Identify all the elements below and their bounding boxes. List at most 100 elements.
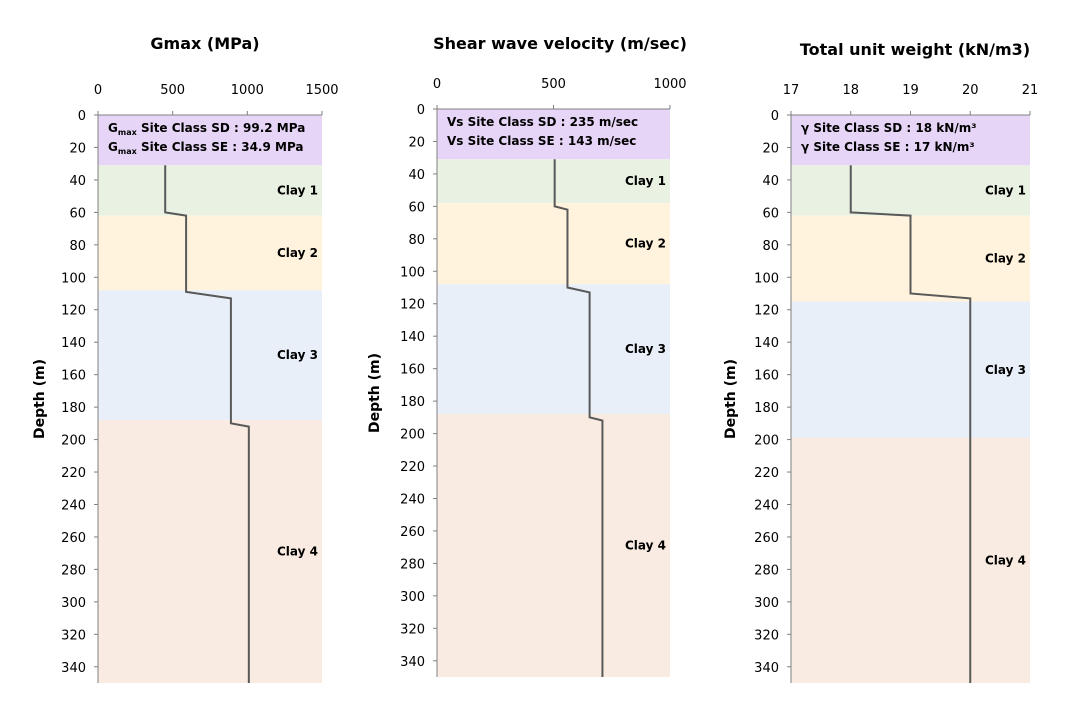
unit-weight-y-tick-label: 220 [754, 466, 779, 481]
unit-weight-y-tick-label: 300 [754, 596, 779, 611]
shear-wave-annotation-symbol: Vs [447, 134, 463, 148]
gmax-y-tick-label: 300 [61, 596, 86, 611]
gmax-layer-label: Clay 3 [277, 348, 318, 362]
gmax-y-tick-label: 320 [61, 628, 86, 643]
shear-wave-layer-band-0 [437, 109, 670, 160]
unit-weight-x-tick-label: 18 [842, 83, 859, 98]
shear-wave-x-tick-label: 500 [541, 77, 566, 92]
shear-wave-y-tick-label: 300 [400, 590, 425, 605]
unit-weight-chart-title: Total unit weight (kN/m3) [799, 40, 1031, 59]
shear-wave-site-class-annotation: Vs Site Class SD : 235 m/sec [447, 115, 638, 129]
gmax-chart-title: Gmax (MPa) [150, 34, 260, 53]
gmax-panel: Clay 1 Clay 2 Clay 3 Clay 4 0 500 1000 1500 0 20 4… [32, 83, 339, 683]
gmax-annotation-symbol: G [108, 121, 118, 135]
shear-wave-y-tick-label: 320 [400, 622, 425, 637]
shear-wave-y-tick-label: 140 [400, 330, 425, 345]
shear-wave-layer-band-1 [437, 159, 670, 204]
unit-weight-profile-line [849, 165, 972, 683]
unit-weight-x-tick-label: 19 [902, 83, 919, 98]
unit-weight-y-tick-label: 260 [754, 531, 779, 546]
gmax-layer-band-2 [98, 215, 322, 291]
shear-wave-y-tick-label: 340 [400, 655, 425, 670]
unit-weight-y-tick-label: 20 [762, 141, 779, 156]
shear-wave-y-tick-label: 60 [408, 200, 425, 215]
shear-wave-y-tick-label: 0 [417, 103, 425, 118]
shear-wave-y-tick-label: 160 [400, 363, 425, 378]
unit-weight-annotation-symbol: γ [801, 140, 809, 154]
gmax-layer-label: Clay 1 [277, 183, 318, 197]
gmax-y-tick-label: 280 [61, 563, 86, 578]
unit-weight-y-tick-label: 120 [754, 304, 779, 319]
gmax-y-tick-label: 80 [69, 239, 86, 254]
gmax-layer-label: Clay 4 [277, 545, 318, 559]
unit-weight-layer-label: Clay 4 [985, 553, 1026, 567]
gmax-y-axis-label: Depth (m) [32, 359, 48, 439]
shear-wave-annotation-value: Site Class SD : 235 m/sec [463, 115, 638, 129]
shear-wave-layer-label: Clay 4 [625, 539, 666, 553]
unit-weight-y-tick-label: 320 [754, 628, 779, 643]
gmax-y-tick-label: 180 [61, 401, 86, 416]
shear-wave-y-tick-label: 280 [400, 557, 425, 572]
shear-wave-annotation-value: Site Class SE : 143 m/sec [463, 134, 636, 148]
unit-weight-panel: Clay 1 Clay 2 Clay 3 Clay 4 17 18 19 20 21 0 20 40 6… [723, 83, 1038, 683]
gmax-x-tick-label: 1000 [231, 83, 264, 98]
unit-weight-site-class-annotation: γ Site Class SD : 18 kN/m³ [801, 121, 976, 135]
gmax-layer-band-0 [98, 115, 322, 166]
unit-weight-layer-band-3 [791, 301, 1030, 438]
unit-weight-y-tick-label: 80 [762, 239, 779, 254]
unit-weight-layer-band-4 [791, 437, 1030, 683]
shear-wave-x-tick-label: 0 [433, 77, 441, 92]
unit-weight-y-axis-label: Depth (m) [723, 359, 739, 439]
gmax-annotation-symbol: G [108, 140, 118, 154]
unit-weight-y-tick-label: 100 [754, 271, 779, 286]
gmax-x-tick-label: 500 [160, 83, 185, 98]
unit-weight-layer-label: Clay 1 [985, 183, 1026, 197]
unit-weight-site-class-annotation: γ Site Class SE : 17 kN/m³ [801, 140, 975, 154]
unit-weight-y-tick-label: 0 [771, 109, 779, 124]
unit-weight-annotation-value: Site Class SE : 17 kN/m³ [809, 140, 975, 154]
gmax-y-tick-label: 220 [61, 466, 86, 481]
unit-weight-y-tick-label: 160 [754, 369, 779, 384]
unit-weight-y-tick-label: 340 [754, 661, 779, 676]
shear-wave-panel: Clay 1 Clay 2 Clay 3 Clay 4 0 500 1000 0 20 40 60 8… [367, 77, 687, 677]
gmax-annotation-value: Site Class SE : 34.9 MPa [137, 140, 304, 154]
shear-wave-y-axis-label: Depth (m) [367, 353, 383, 433]
unit-weight-layer-label: Clay 2 [985, 252, 1026, 266]
shear-wave-site-class-annotation: Vs Site Class SE : 143 m/sec [447, 134, 636, 148]
unit-weight-annotation-symbol: γ [801, 121, 809, 135]
unit-weight-y-tick-label: 140 [754, 336, 779, 351]
gmax-layer-band-1 [98, 165, 322, 216]
shear-wave-layer-label: Clay 2 [625, 237, 666, 251]
shear-wave-y-tick-label: 80 [408, 233, 425, 248]
gmax-y-tick-label: 160 [61, 369, 86, 384]
shear-wave-layer-band-2 [437, 203, 670, 285]
gmax-site-class-annotation: Gmax Site Class SE : 34.9 MPa [108, 140, 304, 156]
gmax-y-tick-label: 200 [61, 434, 86, 449]
gmax-y-tick-label: 60 [69, 206, 86, 221]
shear-wave-profile-line [553, 159, 604, 677]
unit-weight-layer-label: Clay 3 [985, 363, 1026, 377]
unit-weight-y-tick-label: 180 [754, 401, 779, 416]
gmax-layer-band-3 [98, 290, 322, 421]
shear-wave-y-tick-label: 100 [400, 265, 425, 280]
shear-wave-y-tick-label: 40 [408, 168, 425, 183]
shear-wave-layer-label: Clay 3 [625, 342, 666, 356]
shear-wave-y-tick-label: 180 [400, 395, 425, 410]
gmax-y-tick-label: 240 [61, 498, 86, 513]
shear-wave-x-tick-label: 1000 [653, 77, 686, 92]
gmax-x-tick-label: 1500 [305, 83, 338, 98]
gmax-y-tick-label: 0 [78, 109, 86, 124]
unit-weight-y-tick-label: 280 [754, 563, 779, 578]
shear-wave-chart-title: Shear wave velocity (m/sec) [433, 34, 687, 53]
gmax-x-tick-label: 0 [94, 83, 102, 98]
unit-weight-layer-band-1 [791, 165, 1030, 216]
gmax-y-tick-label: 260 [61, 531, 86, 546]
unit-weight-annotation-value: Site Class SD : 18 kN/m³ [809, 121, 976, 135]
shear-wave-y-tick-label: 120 [400, 298, 425, 313]
unit-weight-layer-band-0 [791, 115, 1030, 166]
gmax-y-tick-label: 340 [61, 661, 86, 676]
unit-weight-x-tick-label: 17 [783, 83, 800, 98]
gmax-layer-band-4 [98, 420, 322, 683]
shear-wave-y-tick-label: 240 [400, 492, 425, 507]
